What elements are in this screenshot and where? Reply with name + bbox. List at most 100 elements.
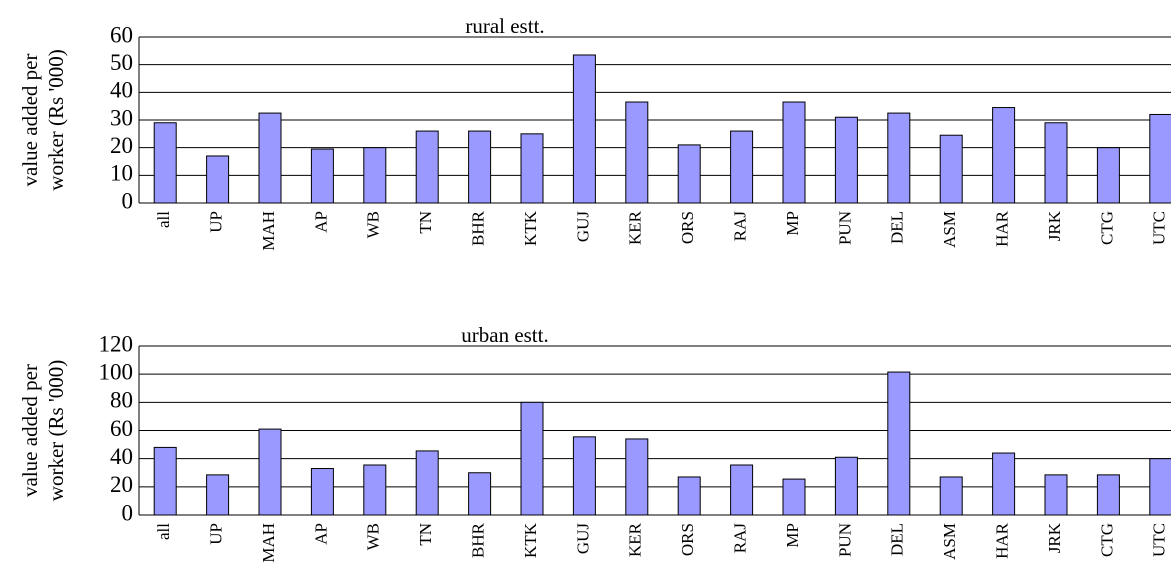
x-tick-label: AP <box>311 211 330 233</box>
y-axis-label: worker (Rs '000) <box>44 49 68 190</box>
x-tick-label: BHR <box>469 210 488 246</box>
bar <box>206 474 230 516</box>
bar <box>1149 458 1171 516</box>
x-tick-label: DEL <box>888 523 907 556</box>
bar <box>834 116 858 204</box>
bar <box>939 476 963 516</box>
x-tick-label: HAR <box>993 210 1012 247</box>
x-tick-label: MP <box>783 211 802 236</box>
x-tick-label: KER <box>626 522 645 557</box>
bar <box>468 130 492 204</box>
bar <box>572 54 596 204</box>
bar <box>468 472 492 516</box>
bar <box>939 134 963 204</box>
bar <box>363 147 387 204</box>
x-tick-label: MAH <box>259 523 278 563</box>
bar <box>887 112 911 204</box>
y-tick-label: 40 <box>110 444 133 469</box>
x-tick-label: UTC <box>1150 523 1169 557</box>
bar <box>153 446 177 516</box>
x-tick-label: ORS <box>678 523 697 556</box>
bar <box>572 436 596 516</box>
x-tick-label: UP <box>207 523 226 545</box>
y-tick-label: 50 <box>110 50 133 75</box>
x-tick-label: CTG <box>1097 211 1116 245</box>
bar <box>834 456 858 516</box>
x-tick-label: KTK <box>521 210 540 246</box>
x-tick-label: WB <box>364 211 383 238</box>
bar <box>258 428 282 516</box>
y-tick-label: 120 <box>99 331 134 356</box>
chart-title: rural estt. <box>465 14 544 38</box>
x-tick-label: MP <box>783 523 802 548</box>
x-tick-label: DEL <box>888 211 907 244</box>
bar <box>258 112 282 204</box>
y-tick-label: 80 <box>110 388 133 413</box>
chart-title: urban estt. <box>461 323 548 347</box>
bar <box>363 464 387 516</box>
bar <box>153 122 177 204</box>
x-tick-label: WB <box>364 523 383 550</box>
bar <box>1096 474 1120 516</box>
x-tick-label: MAH <box>259 211 278 251</box>
x-tick-label: PUN <box>835 211 854 245</box>
bar <box>677 144 701 204</box>
y-tick-label: 20 <box>110 472 133 497</box>
x-tick-label: CTG <box>1097 523 1116 557</box>
bar <box>992 107 1016 204</box>
bar <box>206 155 230 204</box>
x-tick-label: AP <box>311 523 330 545</box>
bar <box>887 371 911 516</box>
bar <box>625 101 649 204</box>
bar <box>520 401 544 516</box>
x-tick-label: UP <box>207 211 226 233</box>
y-tick-label: 10 <box>110 161 133 186</box>
x-tick-label: RAJ <box>731 211 750 242</box>
bar <box>415 130 439 204</box>
bar <box>992 452 1016 516</box>
y-axis-label: worker (Rs '000) <box>44 360 68 501</box>
x-tick-label: GUJ <box>573 523 592 555</box>
bar <box>1149 113 1171 204</box>
x-tick-label: GUJ <box>573 211 592 243</box>
y-axis-label: value added per <box>18 54 42 187</box>
x-tick-label: KER <box>626 210 645 245</box>
y-tick-label: 40 <box>110 78 133 103</box>
x-tick-label: JRK <box>1045 522 1064 553</box>
x-tick-label: all <box>154 211 173 228</box>
x-tick-label: TN <box>416 211 435 234</box>
bar <box>1044 474 1068 516</box>
x-tick-label: BHR <box>469 522 488 558</box>
x-tick-label: ORS <box>678 211 697 244</box>
y-tick-label: 100 <box>99 359 134 384</box>
bar <box>730 464 754 516</box>
bar <box>677 476 701 516</box>
bar <box>782 101 806 204</box>
bar <box>625 438 649 516</box>
bar <box>782 478 806 516</box>
y-tick-label: 30 <box>110 105 133 130</box>
x-tick-label: HAR <box>993 522 1012 559</box>
y-tick-label: 60 <box>110 22 133 47</box>
x-tick-label: all <box>154 523 173 540</box>
x-tick-label: RAJ <box>731 523 750 554</box>
bar <box>520 133 544 204</box>
bar <box>310 468 334 516</box>
y-tick-label: 0 <box>122 500 134 525</box>
bar <box>310 148 334 204</box>
y-tick-label: 20 <box>110 133 133 158</box>
y-axis-label: value added per <box>18 364 42 497</box>
bar <box>1096 147 1120 204</box>
x-tick-label: ASM <box>940 523 959 560</box>
bar <box>1044 122 1068 204</box>
x-tick-label: TN <box>416 523 435 546</box>
x-tick-label: PUN <box>835 523 854 557</box>
y-tick-label: 60 <box>110 416 133 441</box>
y-tick-label: 0 <box>122 188 134 213</box>
bar <box>730 130 754 204</box>
x-tick-label: KTK <box>521 522 540 558</box>
x-tick-label: JRK <box>1045 210 1064 241</box>
x-tick-label: ASM <box>940 211 959 248</box>
x-tick-label: UTC <box>1150 211 1169 245</box>
